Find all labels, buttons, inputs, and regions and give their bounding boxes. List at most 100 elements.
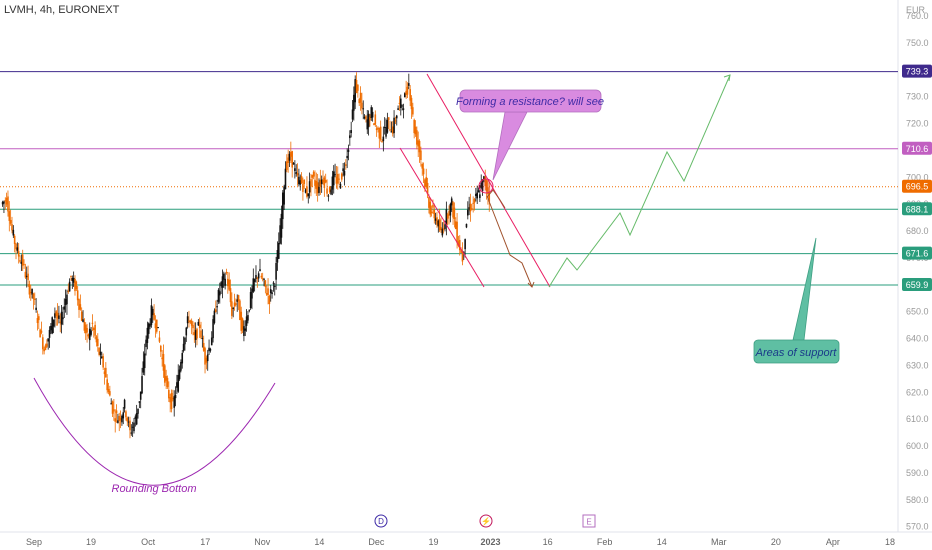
candle-body (257, 273, 260, 279)
candle-body (264, 280, 267, 287)
candle-body (52, 319, 55, 327)
candle-body (304, 189, 307, 193)
x-tick-label: Nov (254, 537, 271, 547)
candle-body (375, 128, 378, 131)
candle-body (456, 221, 458, 243)
candle-body (332, 171, 335, 186)
candle-body (259, 269, 261, 272)
candle-body (220, 282, 222, 287)
candle-body (302, 183, 304, 192)
candle-body (442, 228, 445, 230)
candle-body (295, 172, 298, 174)
candle-body (60, 311, 63, 325)
candle-body (438, 219, 441, 231)
candle-body (452, 202, 454, 218)
candle-body (346, 155, 348, 159)
y-tick-label: 600.0 (906, 441, 929, 451)
x-tick-label: Mar (711, 537, 727, 547)
candle-body (185, 327, 188, 336)
candle-body (308, 181, 311, 193)
candle-body (374, 114, 377, 125)
level-badge-label: 671.6 (906, 249, 929, 259)
candle-body (255, 275, 257, 280)
y-tick-label: 630.0 (906, 360, 929, 370)
candle-body (17, 251, 20, 257)
candle-body (217, 289, 220, 302)
candle-body (281, 192, 284, 220)
candle-body (205, 357, 208, 363)
candle-body (200, 330, 202, 338)
y-tick-label: 640.0 (906, 334, 929, 344)
candle-body (88, 328, 91, 341)
candle-body (381, 140, 383, 142)
candle-body (475, 193, 477, 196)
candle-body (232, 307, 234, 309)
candle-body (105, 367, 107, 378)
candle-body (336, 173, 339, 184)
bearish-forecast-path (486, 195, 533, 288)
candle-body (43, 349, 45, 352)
dividend-event-label: D (378, 517, 384, 526)
candle-body (37, 316, 40, 321)
candle-body (225, 271, 228, 274)
candle-body (202, 342, 205, 351)
candle-body (40, 330, 43, 333)
candle-body (68, 281, 71, 292)
y-tick-label: 650.0 (906, 307, 929, 317)
candle-body (483, 176, 485, 179)
candle-body (306, 186, 308, 197)
candle-body (39, 329, 41, 338)
candle-body (323, 177, 326, 188)
candle-body (161, 357, 163, 360)
x-tick-label: 14 (314, 537, 324, 547)
candle-body (268, 295, 271, 305)
candle-body (135, 413, 138, 425)
candle-body (42, 337, 44, 350)
candle-body (403, 93, 406, 98)
candle-body (437, 220, 440, 227)
candle-body (36, 318, 39, 324)
candle-body (444, 224, 446, 229)
candle-body (276, 249, 279, 263)
candle-body (449, 203, 452, 216)
candle-body (12, 229, 15, 236)
candle-body (115, 410, 118, 414)
candle-body (339, 183, 342, 189)
candle-body (430, 211, 433, 213)
candle-body (121, 415, 123, 423)
x-tick-label: 16 (543, 537, 553, 547)
dividend-event-marker (374, 514, 388, 528)
candle-body (433, 209, 436, 219)
x-tick-label: Sep (26, 537, 42, 547)
candle-body (249, 292, 252, 308)
level-badge (902, 179, 932, 193)
candle-body (363, 116, 366, 119)
candle-body (180, 362, 182, 371)
level-badge-label: 710.6 (906, 144, 929, 154)
candle-body (236, 299, 239, 302)
candle-body (33, 298, 36, 300)
candle-body (485, 180, 488, 192)
candle-body (80, 311, 83, 321)
candle-body (208, 347, 210, 352)
candle-body (189, 320, 192, 323)
candle-body (481, 179, 484, 191)
candle-body (377, 127, 379, 129)
candle-body (461, 250, 464, 262)
candle-body (114, 418, 117, 422)
candle-body (153, 313, 155, 320)
candle-body (256, 277, 259, 279)
candle-body (405, 90, 407, 95)
candle-body (386, 119, 389, 133)
candle-body (436, 217, 438, 225)
candle-body (261, 278, 264, 280)
candle-body (251, 288, 253, 299)
candle-body (9, 220, 12, 224)
candle-body (184, 337, 186, 345)
level-badge-label: 696.5 (906, 182, 929, 192)
candle-body (218, 291, 221, 296)
candle-body (471, 208, 473, 210)
x-tick-label: 18 (885, 537, 895, 547)
